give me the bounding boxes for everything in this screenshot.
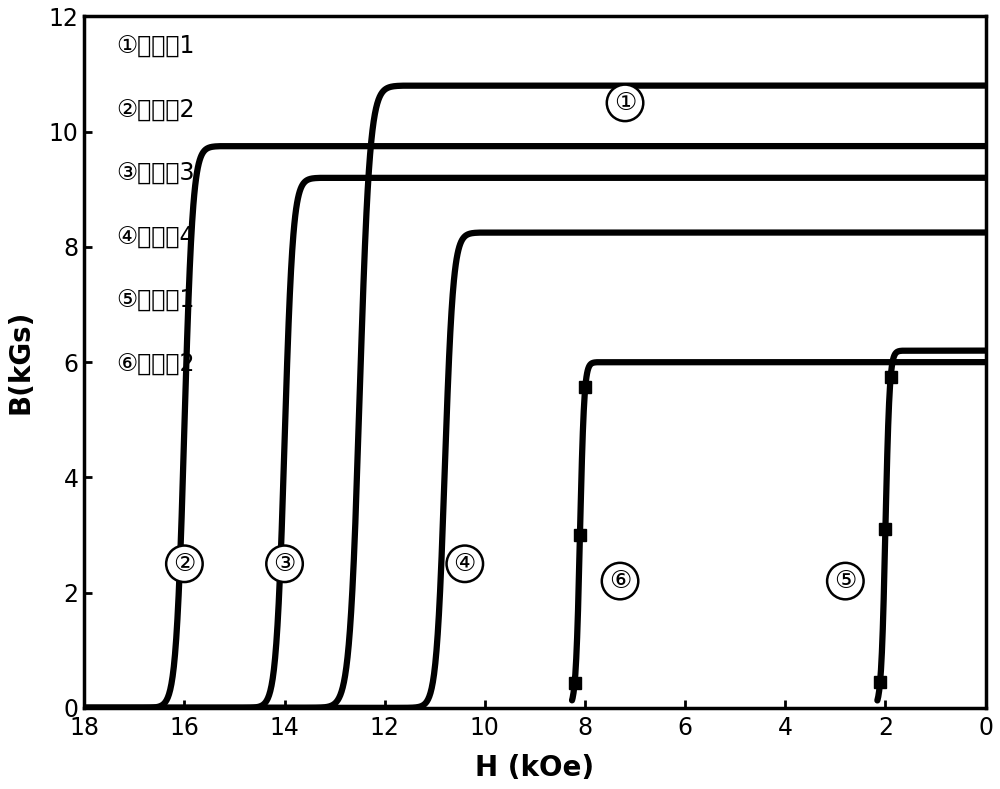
Text: ④: ④ bbox=[454, 552, 476, 576]
Text: ②实施例2: ②实施例2 bbox=[116, 97, 194, 122]
Text: ④实施例4: ④实施例4 bbox=[116, 225, 194, 249]
X-axis label: H (kOe): H (kOe) bbox=[475, 754, 594, 782]
Text: ⑤: ⑤ bbox=[834, 569, 857, 593]
Text: ③实施例3: ③实施例3 bbox=[116, 161, 194, 185]
Y-axis label: B(kGs): B(kGs) bbox=[7, 310, 35, 414]
Text: ⑥: ⑥ bbox=[609, 569, 631, 593]
Text: ①实施例1: ①实施例1 bbox=[116, 34, 194, 58]
Text: ③: ③ bbox=[273, 552, 296, 576]
Text: ①: ① bbox=[614, 91, 636, 115]
Text: ⑥对比例2: ⑥对比例2 bbox=[116, 352, 194, 376]
Text: ②: ② bbox=[173, 552, 196, 576]
Text: ⑤对比例1: ⑤对比例1 bbox=[116, 288, 194, 312]
